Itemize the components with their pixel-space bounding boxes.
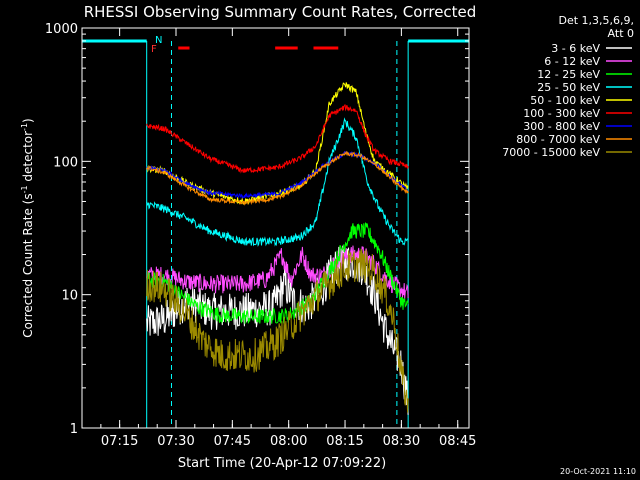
y-tick-label-2: 100 — [53, 155, 78, 170]
y-label-sup2: -1 — [20, 123, 29, 131]
legend-header-attenuator: Att 0 — [608, 27, 634, 40]
legend-label-300-800-kev: 300 - 800 keV — [523, 120, 600, 133]
y-label-part1: Corrected Count Rate (s — [21, 193, 35, 337]
x-tick-label-3: 08:00 — [270, 434, 307, 449]
legend-label-3-6-kev: 3 - 6 keV — [551, 42, 600, 55]
flag-n-label: N — [155, 35, 162, 46]
y-tick-label-0: 1 — [70, 422, 78, 437]
series-line-25-50-kev — [146, 117, 409, 247]
axes: 07:15 07:30 07:45 08:00 08:15 08:30 08:45 1 10 10… — [45, 22, 477, 449]
legend-label-7000-15000-kev: 7000 - 15000 keV — [502, 146, 600, 159]
y-label-part3: ) — [21, 118, 35, 123]
y-tick-label-3: 1000 — [45, 22, 78, 37]
legend-label-12-25-kev: 12 - 25 keV — [537, 68, 600, 81]
y-tick-label-1: 10 — [61, 289, 78, 304]
y-axis-label: Corrected Count Rate (s-1 detector-1) — [20, 118, 35, 337]
flag-f-label: F — [151, 44, 157, 55]
series-line-12-25-kev — [146, 222, 409, 325]
x-axis-label: Start Time (20-Apr-12 07:09:22) — [178, 456, 386, 471]
legend-label-6-12-kev: 6 - 12 keV — [544, 55, 600, 68]
legend-header-detectors: Det 1,3,5,6,9, — [558, 14, 634, 27]
series-line-7000-15000-kev — [146, 248, 409, 413]
series-line-800-7000-kev — [146, 150, 409, 206]
legend-label-50-100-kev: 50 - 100 keV — [530, 94, 600, 107]
legend-label-100-300-kev: 100 - 300 keV — [523, 107, 600, 120]
legend-label-800-7000-kev: 800 - 7000 keV — [516, 133, 600, 146]
x-tick-label-6: 08:45 — [439, 434, 476, 449]
chart-title: RHESSI Observing Summary Count Rates, Co… — [84, 3, 477, 21]
night-indicators — [82, 39, 469, 428]
series-line-100-300-kev — [146, 104, 409, 174]
x-tick-label-4: 08:15 — [326, 434, 363, 449]
x-tick-label-1: 07:30 — [157, 434, 194, 449]
x-tick-label-5: 08:30 — [383, 434, 420, 449]
x-tick-label-0: 07:15 — [101, 434, 138, 449]
y-label-part2: detector — [21, 131, 35, 186]
legend-label-25-50-kev: 25 - 50 keV — [537, 81, 600, 94]
x-tick-label-2: 07:45 — [214, 434, 251, 449]
plot-frame — [81, 27, 470, 429]
series-group — [146, 82, 409, 415]
y-label-sup1: -1 — [20, 185, 29, 193]
date-stamp: 20-Oct-2021 11:10 — [560, 467, 636, 476]
